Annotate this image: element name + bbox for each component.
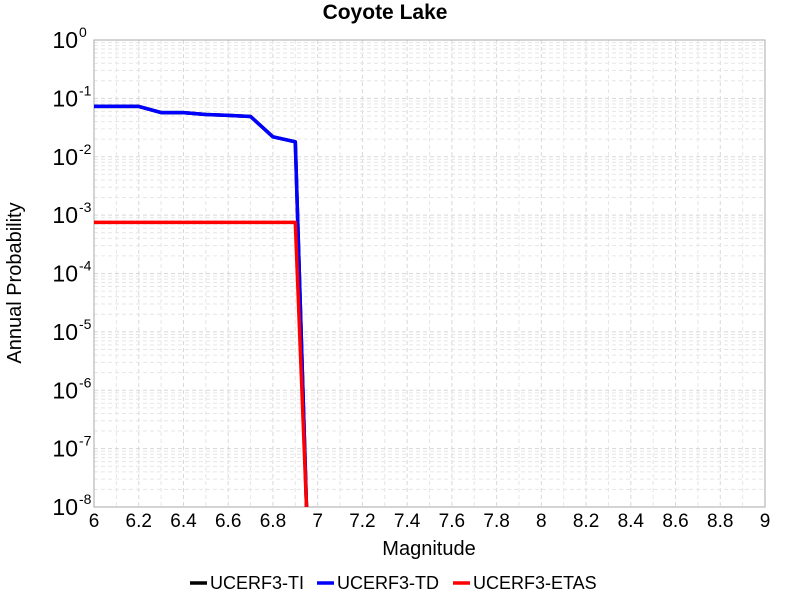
x-tick-label: 7.2 bbox=[349, 511, 375, 532]
y-tick-exponent: -4 bbox=[79, 258, 92, 274]
legend: UCERF3-TI UCERF3-TD UCERF3-ETAS bbox=[190, 573, 597, 593]
legend-item: UCERF3-ETAS bbox=[453, 573, 597, 593]
x-axis-ticks: 6 6.2 6.4 6.6 6.8 7 7.2 7.4 7.6 7.8 8 8.2 8.4 8.6 8.8 9 bbox=[89, 511, 771, 532]
y-tick-base: 10 bbox=[52, 144, 78, 170]
y-tick-base: 10 bbox=[52, 436, 78, 462]
x-tick-label: 8.4 bbox=[618, 511, 645, 532]
grid bbox=[93, 39, 766, 508]
x-tick-label: 6.6 bbox=[215, 511, 241, 532]
y-tick-exponent: -1 bbox=[79, 82, 92, 98]
x-tick-label: 6 bbox=[89, 511, 100, 532]
y-tick-exponent: -2 bbox=[79, 141, 92, 157]
x-tick-label: 6.8 bbox=[260, 511, 286, 532]
legend-label: UCERF3-ETAS bbox=[473, 573, 597, 593]
x-tick-label: 8 bbox=[536, 511, 547, 532]
y-tick-label: 10 -5 bbox=[52, 316, 91, 345]
x-tick-label: 7.6 bbox=[439, 511, 465, 532]
y-tick-exponent: -7 bbox=[79, 433, 92, 449]
x-tick-label: 7 bbox=[312, 511, 323, 532]
y-tick-base: 10 bbox=[52, 85, 78, 111]
plot-frame bbox=[93, 39, 766, 508]
series-line-ucerf3-etas bbox=[94, 220, 309, 508]
x-tick-label: 6.4 bbox=[170, 511, 197, 532]
chart-title: Coyote Lake bbox=[323, 1, 448, 24]
y-tick-exponent: -3 bbox=[79, 199, 92, 215]
series-layer bbox=[94, 104, 309, 508]
legend-label: UCERF3-TD bbox=[337, 573, 439, 593]
y-tick-base: 10 bbox=[52, 202, 78, 228]
y-axis-label: Annual Probability bbox=[4, 202, 26, 363]
legend-label: UCERF3-TI bbox=[210, 573, 304, 593]
y-tick-base: 10 bbox=[52, 261, 78, 287]
series-line-ucerf3-td bbox=[94, 104, 309, 508]
x-tick-label: 6.2 bbox=[126, 511, 152, 532]
y-tick-label: 10 -7 bbox=[52, 433, 91, 462]
legend-item: UCERF3-TD bbox=[317, 573, 439, 593]
y-tick-label: 10 0 bbox=[52, 24, 87, 53]
y-tick-label: 10 -6 bbox=[52, 374, 91, 403]
x-tick-label: 8.8 bbox=[707, 511, 733, 532]
x-tick-label: 7.8 bbox=[483, 511, 509, 532]
y-tick-base: 10 bbox=[52, 377, 78, 403]
y-tick-exponent: 0 bbox=[79, 24, 87, 40]
y-tick-base: 10 bbox=[52, 27, 78, 53]
y-tick-label: 10 -2 bbox=[52, 141, 91, 170]
y-tick-label: 10 -8 bbox=[52, 491, 91, 520]
y-tick-label: 10 -3 bbox=[52, 199, 91, 228]
y-tick-base: 10 bbox=[52, 319, 78, 345]
y-tick-exponent: -6 bbox=[79, 374, 92, 390]
x-tick-label: 9 bbox=[760, 511, 771, 532]
series-line-ucerf3-ti bbox=[94, 104, 309, 508]
y-tick-label: 10 -4 bbox=[52, 258, 91, 287]
y-tick-base: 10 bbox=[52, 494, 78, 520]
x-tick-label: 7.4 bbox=[394, 511, 421, 532]
legend-item: UCERF3-TI bbox=[190, 573, 304, 593]
x-tick-label: 8.6 bbox=[662, 511, 688, 532]
x-axis-label: Magnitude bbox=[382, 538, 475, 560]
x-tick-label: 8.2 bbox=[573, 511, 599, 532]
y-tick-label: 10 -1 bbox=[52, 82, 91, 111]
y-tick-exponent: -5 bbox=[79, 316, 92, 332]
y-tick-exponent: -8 bbox=[79, 491, 92, 507]
